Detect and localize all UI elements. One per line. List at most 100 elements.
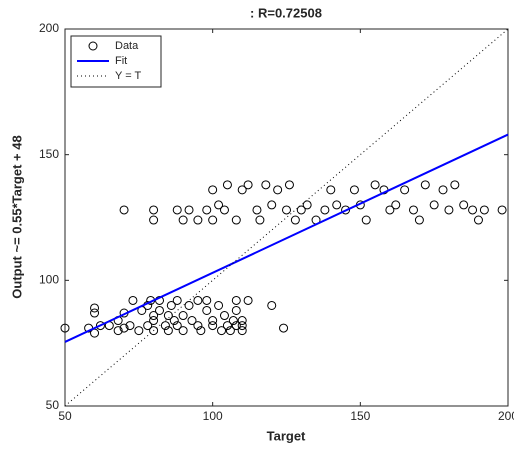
data-point [255, 215, 265, 225]
data-point [237, 185, 247, 195]
data-point [217, 326, 227, 336]
x-tick-label: 50 [58, 409, 72, 423]
data-point [341, 205, 351, 215]
data-point [208, 321, 218, 331]
data-point [237, 326, 247, 336]
data-point [228, 316, 238, 326]
data-point [196, 326, 206, 336]
data-point [219, 311, 229, 321]
data-point [231, 295, 241, 305]
data-point [208, 185, 218, 195]
data-point [178, 311, 188, 321]
data-point [119, 323, 129, 333]
data-point [163, 326, 173, 336]
data-point [202, 305, 212, 315]
data-point [155, 305, 165, 315]
data-point [184, 205, 194, 215]
data-point [149, 215, 159, 225]
data-point [237, 316, 247, 326]
data-point [252, 205, 262, 215]
data-point [143, 321, 153, 331]
data-point [193, 215, 203, 225]
data-point [279, 323, 289, 333]
data-point [231, 215, 241, 225]
data-point [326, 185, 336, 195]
data-point [149, 205, 159, 215]
data-point [178, 215, 188, 225]
data-point [95, 321, 105, 331]
data-point [60, 323, 70, 333]
data-point [332, 200, 342, 210]
data-point [450, 180, 460, 190]
data-point [222, 180, 232, 190]
data-point [243, 295, 253, 305]
data-point [267, 200, 277, 210]
data-point [149, 311, 159, 321]
data-point [296, 205, 306, 215]
data-point [149, 326, 159, 336]
data-point [214, 300, 224, 310]
legend-label: Fit [115, 55, 127, 67]
data-point [361, 215, 371, 225]
data-point [497, 205, 507, 215]
data-point [429, 200, 439, 210]
data-point [261, 180, 271, 190]
identity-line [64, 28, 509, 407]
data-point [172, 205, 182, 215]
data-point [184, 300, 194, 310]
data-point [320, 205, 330, 215]
data-point [468, 205, 478, 215]
data-point [208, 215, 218, 225]
data-point [231, 305, 241, 315]
data-point [128, 295, 138, 305]
data-point [290, 215, 300, 225]
data-point [202, 295, 212, 305]
data-point [479, 205, 489, 215]
data-point [273, 185, 283, 195]
data-point [214, 200, 224, 210]
data-point [414, 215, 424, 225]
data-point [237, 321, 247, 331]
data-point [473, 215, 483, 225]
y-axis-label: Output ~= 0.55*Target + 48 [9, 135, 24, 298]
data-point [178, 326, 188, 336]
chart-title: : R=0.72508 [250, 5, 322, 20]
data-point [119, 205, 129, 215]
y-tick-label: 150 [39, 147, 59, 161]
data-point [219, 205, 229, 215]
data-point [459, 200, 469, 210]
data-point [243, 180, 253, 190]
data-point [282, 205, 291, 215]
data-point [193, 295, 203, 305]
data-point [169, 316, 179, 326]
data-point [400, 185, 410, 195]
data-point [349, 185, 359, 195]
x-tick-label: 200 [498, 409, 514, 423]
data-point [370, 180, 380, 190]
data-point [284, 180, 294, 190]
y-tick-label: 100 [39, 273, 59, 287]
data-point [187, 316, 197, 326]
x-tick-label: 100 [203, 409, 223, 423]
data-point [444, 205, 454, 215]
data-point [385, 205, 395, 215]
x-tick-label: 150 [350, 409, 370, 423]
data-point [90, 308, 100, 318]
data-point [408, 205, 418, 215]
data-point [160, 321, 170, 331]
y-tick-label: 50 [46, 398, 60, 412]
data-point [438, 185, 448, 195]
data-point [134, 326, 144, 336]
data-point [222, 321, 232, 331]
data-point [172, 295, 182, 305]
data-point [225, 326, 235, 336]
data-point [113, 326, 123, 336]
data-point [420, 180, 430, 190]
data-point [125, 321, 135, 331]
legend-label: Data [115, 40, 139, 52]
legend-label: Y = T [115, 70, 141, 82]
legend-marker [88, 41, 98, 51]
data-point [231, 321, 241, 331]
data-point [172, 321, 182, 331]
